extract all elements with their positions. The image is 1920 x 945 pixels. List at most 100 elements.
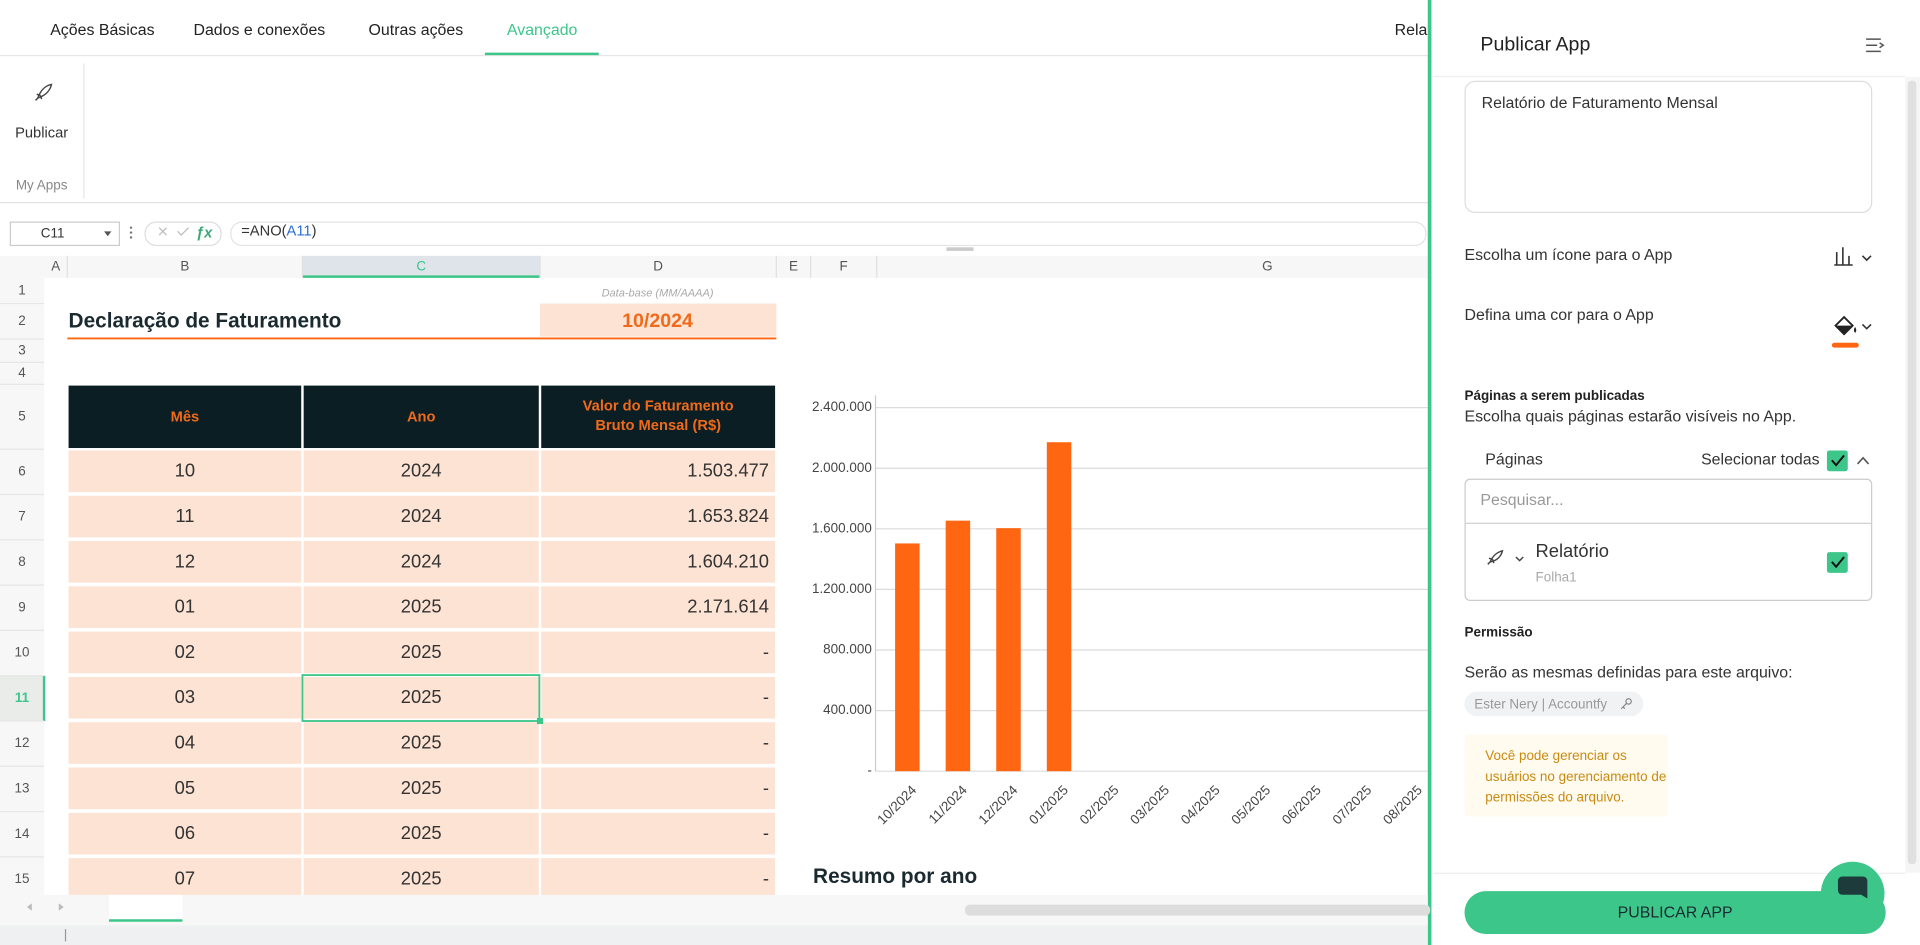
bar — [1046, 442, 1072, 772]
date-cell — [540, 303, 777, 337]
ribbon-button-label[interactable]: Publicar — [15, 125, 68, 141]
page-rocket-icon[interactable] — [1487, 549, 1524, 565]
publish-button[interactable] — [1464, 891, 1886, 934]
table-cell — [303, 631, 539, 674]
row-number: 2 — [18, 313, 25, 328]
ribbon-tab[interactable]: Relat — [1395, 22, 1433, 39]
table-cell-text: 06 — [175, 822, 195, 843]
column-header: G — [1262, 258, 1272, 273]
ribbon — [0, 56, 1428, 202]
table-cell — [541, 858, 776, 900]
table-cell-text: - — [763, 731, 769, 752]
permission-text: Serão as mesmas definidas para este arqu… — [1464, 664, 1792, 681]
row-number: 15 — [15, 871, 30, 886]
rocket-icon[interactable] — [34, 83, 53, 101]
row-number: 8 — [18, 554, 25, 569]
table-cell-text: 12 — [175, 550, 195, 571]
fx-icon[interactable]: ƒx — [196, 226, 213, 242]
table-cell — [68, 812, 302, 855]
resize-handle — [946, 247, 974, 251]
table-cell-text: 2025 — [401, 822, 442, 843]
table-cell — [541, 722, 776, 764]
row-number: 12 — [15, 735, 30, 750]
description-text: Relatório de Faturamento Mensal — [1482, 95, 1718, 112]
column-header-bar — [0, 255, 1428, 278]
table-cell — [68, 858, 302, 900]
table-cell-text: 1.653.824 — [687, 505, 769, 526]
y-tick-label: 1.200.000 — [812, 581, 872, 596]
table-cell-text: 1.604.210 — [687, 550, 769, 571]
key-icon — [1620, 698, 1632, 710]
table-cell — [68, 586, 302, 628]
table-cell-text: - — [763, 686, 769, 707]
formula-text: =ANO( — [241, 223, 286, 239]
table-cell — [303, 541, 539, 583]
panel-scroll-thumb[interactable] — [1907, 80, 1917, 865]
cancel-icon[interactable] — [158, 227, 167, 236]
table-cell-text: - — [763, 777, 769, 798]
row-number: 6 — [18, 463, 25, 478]
ribbon-tab[interactable]: Dados e conexões — [193, 22, 325, 39]
column-header: E — [789, 258, 798, 273]
ribbon-tab[interactable]: Avançado — [507, 22, 578, 39]
name-box[interactable] — [9, 221, 120, 247]
page-name: Relatório — [1536, 540, 1609, 561]
table-header: Valor do Faturamento — [583, 398, 734, 414]
ribbon-tab[interactable]: Outras ações — [369, 22, 464, 39]
table-cell-text: 07 — [175, 867, 195, 888]
horizontal-scrollbar[interactable] — [964, 904, 1431, 916]
description-input[interactable] — [1464, 80, 1873, 213]
table-header-cell — [303, 385, 539, 449]
list-header: Páginas — [1485, 451, 1543, 468]
panel-border — [1427, 0, 1432, 945]
page-checkbox[interactable] — [1826, 552, 1848, 573]
table-cell-text: 1.503.477 — [687, 460, 769, 481]
row-number: 14 — [15, 826, 30, 841]
accept-icon[interactable] — [177, 227, 190, 236]
table-cell-text: 2025 — [401, 641, 442, 662]
field-label: Escolha um ícone para o App — [1464, 247, 1672, 264]
select-all-checkbox[interactable] — [1826, 450, 1848, 472]
search-input[interactable]: Pesquisar... — [1480, 492, 1563, 509]
y-tick-label: - — [867, 763, 871, 778]
row-number: 11 — [15, 690, 30, 705]
collapse-panel[interactable] — [1866, 38, 1885, 53]
table-header-cell — [68, 385, 302, 449]
table-cell — [541, 812, 776, 855]
icon-picker[interactable] — [1834, 247, 1872, 266]
table-cell — [68, 495, 302, 538]
sheet-title: Declaração de Faturamento — [69, 309, 342, 332]
note-text: permissões do arquivo. — [1485, 790, 1624, 805]
table-cell-text: 02 — [175, 641, 195, 662]
formula: =ANO(A11) — [241, 223, 316, 239]
row-number: 4 — [18, 365, 26, 380]
column-header: B — [180, 258, 189, 273]
cell-name: C11 — [41, 225, 65, 240]
section-subtitle: Escolha quais páginas estarão visíveis n… — [1464, 409, 1796, 426]
color-picker[interactable] — [1831, 315, 1872, 348]
formula-input[interactable] — [230, 221, 1427, 247]
checkmark — [1831, 556, 1845, 569]
select-all-label[interactable]: Selecionar todas — [1701, 451, 1820, 468]
table-cell — [541, 450, 776, 493]
table-header: Mês — [171, 409, 200, 425]
table-cell — [303, 812, 539, 855]
user-chip-label: Ester Nery | Accountfy — [1474, 697, 1607, 712]
table-cell-text: 2025 — [401, 731, 442, 752]
bar — [895, 543, 920, 772]
selected-column-header — [302, 255, 540, 278]
table-cell — [303, 767, 539, 810]
ribbon-tab[interactable]: Ações Básicas — [50, 22, 154, 39]
collapse-pages[interactable] — [1856, 456, 1870, 465]
name-box-arrow — [104, 231, 112, 237]
column-header: A — [51, 258, 60, 273]
panel-content: Publicar App Relatório de Faturamento Men… — [1464, 33, 1819, 921]
section-title: Páginas a serem publicadas — [1464, 388, 1644, 403]
publish-button-label[interactable]: PUBLICAR APP — [1618, 904, 1733, 921]
table-header-cell — [541, 385, 776, 449]
sheet-tab[interactable] — [108, 894, 183, 922]
row-header-bar — [0, 277, 45, 895]
table-cell-text: 03 — [175, 686, 195, 707]
